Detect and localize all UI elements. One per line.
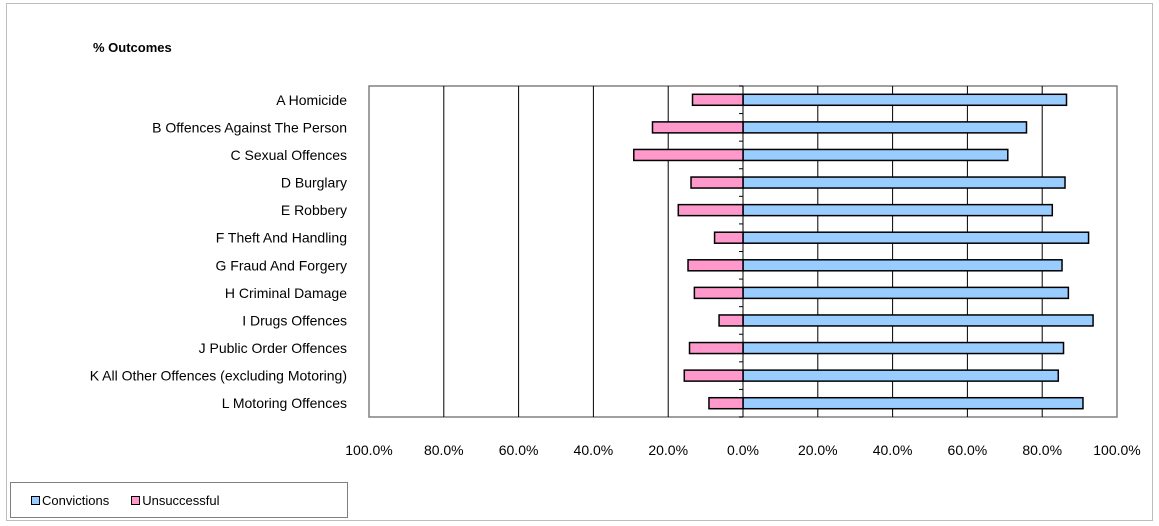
x-tick-label: 60.0% bbox=[948, 442, 988, 458]
bar-convictions bbox=[742, 231, 1090, 244]
x-tick-label: 80.0% bbox=[424, 442, 464, 458]
category-label: K All Other Offences (excluding Motoring… bbox=[90, 368, 347, 384]
x-tick-label: 100.0% bbox=[1093, 442, 1140, 458]
bar-unsuccessful bbox=[691, 93, 744, 107]
x-tick-label: 40.0% bbox=[873, 442, 913, 458]
category-label: H Criminal Damage bbox=[225, 285, 347, 301]
legend-label-unsuccessful: Unsuccessful bbox=[142, 492, 220, 508]
bar-unsuccessful bbox=[713, 231, 744, 244]
legend-item-unsuccessful: Unsuccessful bbox=[131, 492, 220, 508]
category-label: A Homicide bbox=[276, 92, 347, 108]
category-label: I Drugs Offences bbox=[242, 312, 347, 328]
category-label: L Motoring Offences bbox=[222, 395, 347, 411]
bar-convictions bbox=[742, 93, 1068, 107]
bar-convictions bbox=[742, 176, 1066, 189]
legend-swatch-convictions bbox=[31, 495, 40, 505]
bar-unsuccessful bbox=[688, 341, 744, 355]
legend-item-convictions: Convictions bbox=[31, 493, 109, 508]
category-label: B Offences Against The Person bbox=[152, 119, 347, 135]
bar-convictions bbox=[742, 121, 1028, 134]
category-label: F Theft And Handling bbox=[216, 230, 347, 246]
bar-convictions bbox=[742, 148, 1009, 162]
bar-convictions bbox=[742, 314, 1094, 327]
x-tick-label: 100.0% bbox=[345, 442, 392, 458]
x-tick-label: 40.0% bbox=[574, 442, 614, 458]
chart-title: % Outcomes bbox=[93, 40, 172, 55]
bar-convictions bbox=[742, 341, 1065, 355]
bar-unsuccessful bbox=[718, 314, 744, 327]
bar-unsuccessful bbox=[633, 148, 744, 162]
category-label: J Public Order Offences bbox=[199, 340, 347, 356]
bar-unsuccessful bbox=[687, 259, 744, 272]
bar-convictions bbox=[742, 259, 1063, 272]
category-label: D Burglary bbox=[281, 175, 347, 191]
bar-unsuccessful bbox=[708, 396, 744, 410]
x-tick-label: 0.0% bbox=[727, 442, 759, 458]
bar-unsuccessful bbox=[690, 176, 744, 189]
category-label: G Fraud And Forgery bbox=[215, 257, 347, 273]
bar-unsuccessful bbox=[683, 369, 744, 382]
bar-convictions bbox=[742, 286, 1070, 300]
category-label: C Sexual Offences bbox=[231, 147, 347, 163]
bar-unsuccessful bbox=[651, 121, 744, 134]
bar-unsuccessful bbox=[677, 203, 744, 217]
x-tick-label: 60.0% bbox=[499, 442, 539, 458]
legend-swatch-unsuccessful bbox=[131, 495, 141, 505]
chart-legend: Convictions Unsuccessful bbox=[10, 482, 348, 518]
bar-unsuccessful bbox=[693, 286, 744, 300]
bar-convictions bbox=[742, 369, 1060, 382]
x-tick-label: 20.0% bbox=[798, 442, 838, 458]
bar-convictions bbox=[742, 203, 1054, 217]
legend-label-convictions: Convictions bbox=[42, 492, 110, 508]
x-tick-label: 80.0% bbox=[1022, 442, 1062, 458]
x-tick-label: 20.0% bbox=[648, 442, 688, 458]
bar-convictions bbox=[742, 396, 1084, 410]
category-label: E Robbery bbox=[281, 202, 347, 218]
